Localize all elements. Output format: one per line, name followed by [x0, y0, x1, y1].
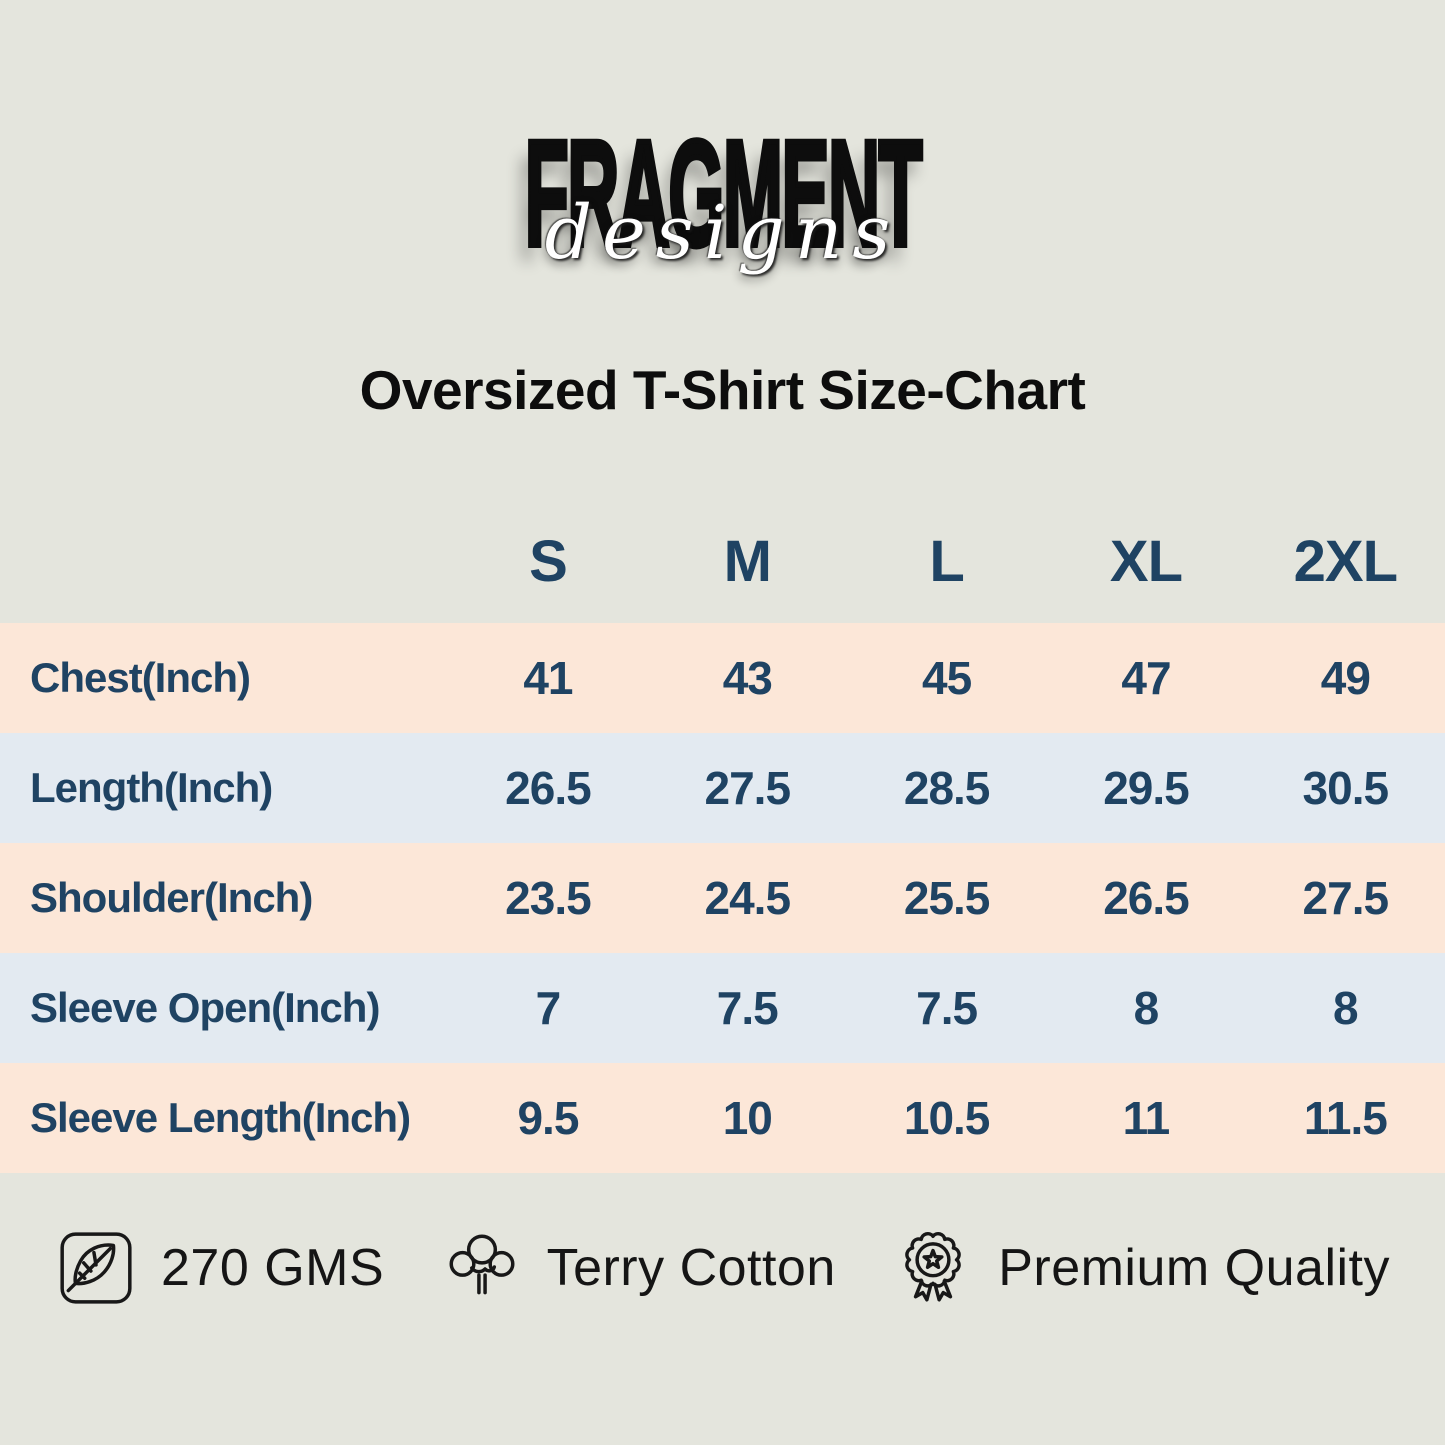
table-row-sleeve-open: Sleeve Open(Inch) 7 7.5 7.5 8 8	[0, 953, 1445, 1063]
cell-value: 7.5	[716, 982, 779, 1034]
cell-value: 43	[722, 652, 773, 704]
feature-weight: 270 GMS	[55, 1227, 384, 1309]
feature-label: Terry Cotton	[546, 1239, 836, 1297]
cell-value: 27.5	[1302, 872, 1390, 924]
cell-value: 10.5	[903, 1092, 991, 1144]
cell-value: 27.5	[704, 762, 792, 814]
col-header-xl: XL	[1109, 529, 1183, 594]
cell-value: 29.5	[1103, 762, 1190, 814]
row-label: Length(Inch)	[30, 764, 273, 811]
feature-fabric: Terry Cotton	[441, 1227, 836, 1309]
brand-logo: FRAGMENT designs	[0, 109, 1445, 308]
page-title: Oversized T-Shirt Size-Chart	[359, 359, 1086, 421]
cell-value: 7	[535, 982, 562, 1034]
cell-value: 26.5	[505, 762, 592, 814]
award-icon	[892, 1227, 974, 1309]
cell-value: 24.5	[704, 872, 792, 924]
cell-value: 10	[722, 1092, 773, 1144]
feather-icon	[55, 1227, 137, 1309]
col-header-m: M	[723, 529, 772, 594]
cell-value: 9.5	[517, 1092, 579, 1144]
cell-value: 47	[1121, 652, 1171, 704]
table-row-sleeve-length: Sleeve Length(Inch) 9.5 10 10.5 11 11.5	[0, 1063, 1445, 1173]
row-label: Sleeve Length(Inch)	[30, 1094, 411, 1141]
feature-quality: Premium Quality	[892, 1227, 1390, 1309]
feature-label: 270 GMS	[161, 1239, 385, 1297]
cell-value: 11.5	[1303, 1092, 1388, 1144]
size-header-row: S M L XL 2XL	[0, 500, 1445, 623]
cell-value: 23.5	[505, 872, 592, 924]
row-label: Chest(Inch)	[30, 654, 251, 701]
col-header-l: L	[929, 529, 964, 594]
cell-value: 8	[1133, 982, 1160, 1034]
cell-value: 26.5	[1103, 872, 1190, 924]
brand-name: FRAGMENT	[523, 109, 924, 277]
cell-value: 41	[523, 652, 573, 704]
corner-cell	[0, 500, 448, 623]
table-row-shoulder: Shoulder(Inch) 23.5 24.5 25.5 26.5 27.5	[0, 843, 1445, 953]
col-header-2xl: 2XL	[1293, 529, 1398, 594]
cell-value: 30.5	[1302, 762, 1390, 814]
cell-value: 8	[1333, 982, 1359, 1034]
cell-value: 7.5	[916, 982, 978, 1034]
cell-value: 49	[1320, 652, 1371, 704]
table-row-length: Length(Inch) 26.5 27.5 28.5 29.5 30.5	[0, 733, 1445, 843]
row-label: Shoulder(Inch)	[30, 874, 313, 921]
col-header-s: S	[529, 529, 568, 594]
cell-value: 25.5	[903, 872, 991, 924]
feature-label: Premium Quality	[998, 1239, 1390, 1297]
cotton-icon	[441, 1227, 523, 1309]
row-label: Sleeve Open(Inch)	[30, 984, 380, 1031]
features-bar: 270 GMS Terry Cotton	[0, 1218, 1445, 1318]
cell-value: 28.5	[903, 762, 991, 814]
cell-value: 11	[1122, 1092, 1171, 1144]
size-table: S M L XL 2XL Chest(Inch) 41 43 45 47 49 …	[0, 500, 1445, 1173]
cell-value: 45	[922, 652, 972, 704]
table-row-chest: Chest(Inch) 41 43 45 47 49	[0, 623, 1445, 733]
